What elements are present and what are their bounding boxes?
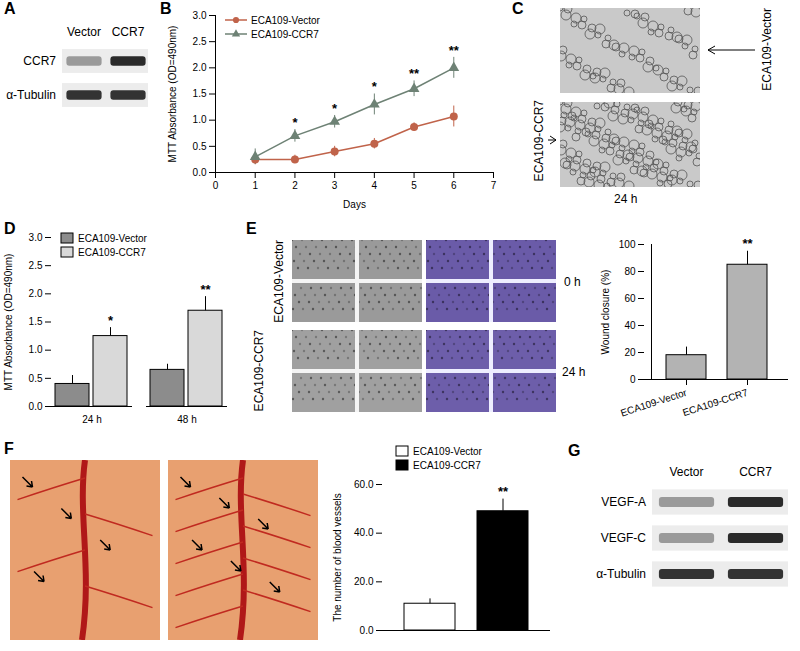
svg-text:VEGF-A: VEGF-A: [601, 495, 646, 509]
html-text:ECA109-Vector: ECA109-Vector: [78, 232, 147, 244]
svg-text:2.0: 2.0: [193, 62, 207, 73]
svg-text:*: *: [108, 313, 114, 328]
svg-text:40.0: 40.0: [354, 527, 374, 538]
svg-text:CCR7: CCR7: [112, 25, 145, 39]
html-text:A: A: [4, 0, 16, 17]
html-text:ECA109-CCR7: ECA109-CCR7: [251, 28, 319, 40]
svg-text:Days: Days: [343, 199, 366, 210]
svg-text:20: 20: [624, 347, 636, 358]
svg-text:1.5: 1.5: [193, 88, 207, 99]
svg-text:Wound closure (%): Wound closure (%): [600, 270, 611, 355]
svg-text:3: 3: [332, 180, 338, 191]
svg-text:1.0: 1.0: [29, 344, 43, 355]
svg-text:0.5: 0.5: [29, 373, 43, 384]
svg-text:2: 2: [292, 180, 298, 191]
svg-text:The number of blood vessels: The number of blood vessels: [332, 493, 343, 621]
svg-text:CCR7: CCR7: [23, 54, 56, 68]
svg-text:Vector: Vector: [669, 465, 703, 479]
svg-text:100: 100: [619, 239, 636, 250]
svg-text:**: **: [742, 236, 753, 251]
html-text:0 h: 0 h: [564, 275, 581, 289]
svg-text:0: 0: [630, 374, 636, 385]
svg-text:CCR7: CCR7: [739, 465, 772, 479]
svg-text:α-Tubulin: α-Tubulin: [6, 88, 56, 102]
html-text:B: B: [160, 0, 172, 17]
svg-text:*: *: [332, 101, 338, 116]
html-text:ECA109-CCR7: ECA109-CCR7: [532, 100, 546, 182]
html-text:24 h: 24 h: [614, 192, 638, 206]
svg-text:3.0: 3.0: [193, 10, 207, 21]
svg-text:1: 1: [252, 180, 258, 191]
svg-text:20.0: 20.0: [354, 576, 374, 587]
svg-text:24 h: 24 h: [82, 414, 101, 425]
svg-text:40: 40: [624, 320, 636, 331]
svg-text:MTT Absorbance (OD=490nm): MTT Absorbance (OD=490nm): [3, 254, 14, 391]
html-text:G: G: [568, 442, 581, 459]
svg-text:VEGF-C: VEGF-C: [601, 531, 647, 545]
html-text:ECA109-Vector: ECA109-Vector: [251, 14, 320, 26]
svg-text:2.5: 2.5: [29, 260, 43, 271]
svg-text:48 h: 48 h: [177, 414, 196, 425]
svg-text:60.0: 60.0: [354, 479, 374, 490]
html-text:D: D: [4, 220, 16, 237]
html-text:E: E: [246, 220, 257, 237]
svg-text:3.0: 3.0: [29, 232, 43, 243]
svg-text:0.5: 0.5: [193, 141, 207, 152]
svg-text:ECA109-CCR7: ECA109-CCR7: [681, 387, 749, 419]
svg-text:*: *: [292, 115, 298, 130]
html-text:ECA109-Vector: ECA109-Vector: [413, 445, 482, 457]
svg-text:**: **: [449, 43, 460, 58]
html-text:F: F: [4, 440, 14, 457]
svg-text:0: 0: [213, 180, 219, 191]
svg-text:7: 7: [491, 180, 497, 191]
svg-text:α-Tubulin: α-Tubulin: [596, 567, 646, 581]
svg-text:0.0: 0.0: [193, 167, 207, 178]
svg-text:6: 6: [451, 180, 457, 191]
html-text:24 h: 24 h: [562, 365, 586, 379]
svg-text:1.0: 1.0: [193, 114, 207, 125]
html-text:ECA109-Vector: ECA109-Vector: [272, 240, 286, 323]
svg-text:5: 5: [411, 180, 417, 191]
svg-text:2.0: 2.0: [29, 288, 43, 299]
svg-text:**: **: [409, 66, 420, 81]
svg-text:*: *: [372, 79, 378, 94]
svg-text:1.5: 1.5: [29, 316, 43, 327]
svg-text:0.0: 0.0: [360, 625, 374, 636]
html-text:ECA109-CCR7: ECA109-CCR7: [78, 246, 146, 258]
svg-text:**: **: [200, 282, 211, 297]
svg-text:60: 60: [624, 293, 636, 304]
svg-text:2.5: 2.5: [193, 36, 207, 47]
svg-text:0.0: 0.0: [29, 401, 43, 412]
svg-text:Vector: Vector: [67, 25, 101, 39]
svg-text:4: 4: [372, 180, 378, 191]
svg-text:ECA109-Vector: ECA109-Vector: [619, 387, 689, 419]
html-text:ECA109-CCR7: ECA109-CCR7: [413, 459, 481, 471]
svg-text:**: **: [498, 484, 509, 499]
svg-text:80: 80: [624, 266, 636, 277]
html-text:C: C: [512, 0, 524, 17]
html-text:ECA109-CCR7: ECA109-CCR7: [252, 330, 266, 412]
svg-text:MTT Absorbance (OD=490nm): MTT Absorbance (OD=490nm): [167, 26, 178, 163]
html-text:ECA109-Vector: ECA109-Vector: [760, 8, 774, 91]
